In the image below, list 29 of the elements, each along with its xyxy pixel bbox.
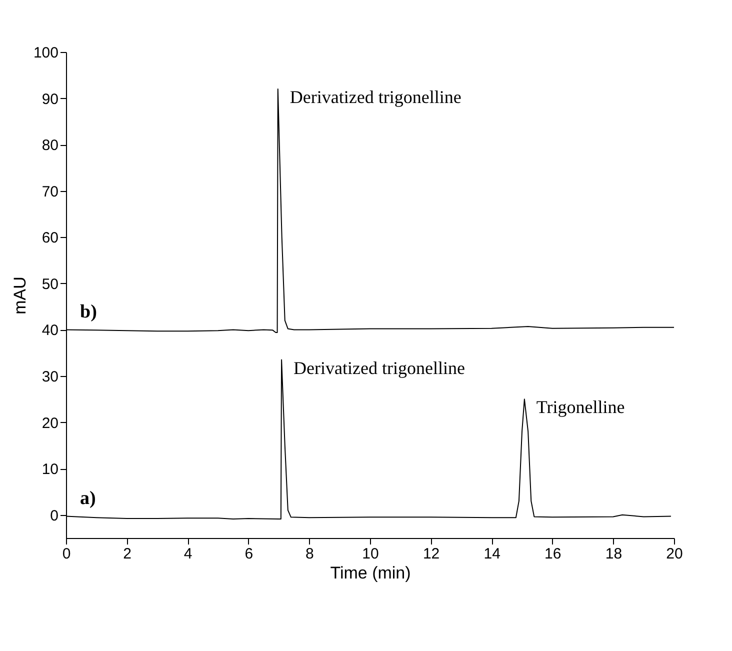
- y-tick-label: 100: [33, 44, 58, 62]
- y-tick-label: 30: [42, 368, 58, 386]
- y-tick-label: 50: [42, 276, 58, 293]
- x-tick-label: 0: [62, 546, 71, 562]
- x-tick-label: 10: [362, 546, 379, 562]
- y-tick-label: 80: [42, 137, 58, 154]
- x-tick-label: 2: [123, 546, 132, 562]
- annotation: Derivatized trigonelline: [290, 87, 462, 108]
- y-tick-label: 60: [42, 230, 58, 247]
- x-axis-title: Time (min): [330, 564, 411, 582]
- x-tick-label: 8: [306, 546, 314, 562]
- annotation: Derivatized trigonelline: [294, 358, 465, 378]
- x-tick-label: 16: [544, 546, 562, 562]
- x-tick-label: 4: [184, 546, 192, 562]
- annotation: a): [80, 488, 96, 510]
- x-tick-label: 12: [422, 546, 440, 562]
- y-tick-label: 20: [42, 414, 58, 432]
- y-axis-title: mAU: [10, 276, 30, 314]
- x-tick-label: 14: [484, 546, 500, 562]
- x-tick-label: 18: [605, 546, 622, 562]
- y-tick-label: 10: [42, 461, 58, 478]
- y-tick-label: 90: [42, 90, 58, 108]
- annotation: b): [80, 302, 97, 323]
- y-tick-label: 0: [50, 507, 58, 524]
- x-tick-label: 6: [244, 546, 254, 562]
- y-tick-label: 70: [42, 183, 58, 200]
- annotation: Trigonelline: [536, 397, 625, 418]
- x-tick-label: 20: [666, 546, 683, 562]
- y-tick-label: 40: [42, 322, 58, 340]
